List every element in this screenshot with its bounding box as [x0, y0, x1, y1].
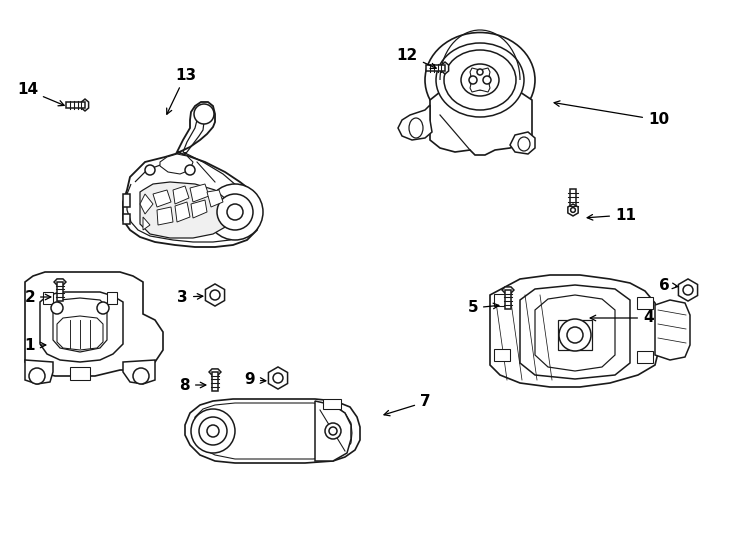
Polygon shape — [66, 103, 85, 107]
Polygon shape — [107, 292, 117, 304]
Text: 13: 13 — [167, 68, 196, 114]
Polygon shape — [54, 279, 66, 285]
Polygon shape — [315, 401, 351, 461]
Circle shape — [477, 69, 483, 75]
Text: 7: 7 — [384, 395, 431, 416]
Polygon shape — [140, 194, 153, 214]
Polygon shape — [185, 399, 360, 463]
Circle shape — [559, 319, 591, 351]
Polygon shape — [502, 287, 514, 293]
Text: 4: 4 — [590, 310, 653, 326]
Polygon shape — [207, 190, 223, 207]
Polygon shape — [57, 316, 103, 350]
Circle shape — [207, 425, 219, 437]
Polygon shape — [637, 351, 653, 363]
Polygon shape — [191, 200, 207, 218]
Polygon shape — [568, 204, 578, 216]
Polygon shape — [153, 190, 171, 207]
Polygon shape — [206, 284, 225, 306]
Polygon shape — [510, 132, 535, 154]
Ellipse shape — [444, 50, 516, 110]
Ellipse shape — [518, 137, 530, 151]
Polygon shape — [494, 294, 510, 306]
Polygon shape — [398, 105, 432, 140]
Circle shape — [325, 423, 341, 439]
Polygon shape — [426, 65, 445, 71]
Polygon shape — [157, 207, 173, 225]
Polygon shape — [441, 62, 448, 74]
Polygon shape — [323, 399, 341, 409]
Polygon shape — [173, 186, 189, 204]
Circle shape — [133, 368, 149, 384]
Polygon shape — [637, 297, 653, 309]
Circle shape — [570, 207, 575, 212]
Polygon shape — [140, 182, 231, 238]
Polygon shape — [160, 154, 193, 174]
Circle shape — [273, 373, 283, 383]
Polygon shape — [506, 290, 511, 309]
Circle shape — [210, 290, 220, 300]
Text: 10: 10 — [554, 101, 669, 127]
Polygon shape — [123, 102, 260, 247]
Text: 1: 1 — [24, 338, 46, 353]
Text: 12: 12 — [397, 48, 436, 69]
Polygon shape — [123, 360, 155, 384]
Text: 14: 14 — [17, 83, 64, 106]
Polygon shape — [57, 282, 62, 301]
Circle shape — [51, 302, 63, 314]
Polygon shape — [430, 88, 532, 155]
Polygon shape — [143, 217, 150, 230]
Ellipse shape — [436, 43, 524, 117]
Circle shape — [97, 302, 109, 314]
Circle shape — [227, 204, 243, 220]
Text: 9: 9 — [244, 373, 266, 388]
Circle shape — [469, 76, 477, 84]
Circle shape — [207, 184, 263, 240]
Ellipse shape — [409, 118, 423, 138]
Polygon shape — [190, 184, 209, 202]
Circle shape — [29, 368, 45, 384]
Text: 11: 11 — [587, 207, 636, 222]
Circle shape — [145, 165, 155, 175]
Circle shape — [217, 194, 253, 230]
Polygon shape — [212, 372, 217, 391]
Polygon shape — [570, 189, 576, 210]
Circle shape — [191, 409, 235, 453]
Polygon shape — [520, 285, 630, 379]
Polygon shape — [175, 202, 190, 222]
Polygon shape — [25, 360, 53, 384]
Polygon shape — [123, 214, 130, 224]
Polygon shape — [678, 279, 697, 301]
Circle shape — [683, 285, 693, 295]
Polygon shape — [490, 275, 660, 387]
Polygon shape — [558, 320, 592, 350]
Polygon shape — [81, 99, 89, 111]
Ellipse shape — [425, 32, 535, 127]
Polygon shape — [209, 369, 221, 375]
Circle shape — [470, 70, 490, 90]
Polygon shape — [25, 272, 163, 376]
Polygon shape — [494, 349, 510, 361]
Ellipse shape — [461, 64, 499, 96]
Polygon shape — [535, 295, 615, 371]
Polygon shape — [43, 292, 53, 304]
Polygon shape — [70, 367, 90, 380]
Polygon shape — [470, 68, 490, 92]
Circle shape — [567, 327, 583, 343]
Text: 8: 8 — [179, 377, 206, 393]
Text: 6: 6 — [659, 278, 678, 293]
Text: 2: 2 — [24, 289, 51, 305]
Text: 5: 5 — [468, 300, 499, 315]
Circle shape — [185, 165, 195, 175]
Polygon shape — [40, 292, 123, 362]
Polygon shape — [269, 367, 288, 389]
Polygon shape — [655, 300, 690, 360]
Polygon shape — [53, 298, 107, 352]
Circle shape — [194, 104, 214, 124]
Circle shape — [199, 417, 227, 445]
Polygon shape — [123, 194, 130, 207]
Circle shape — [483, 76, 491, 84]
Text: 3: 3 — [178, 289, 203, 305]
Circle shape — [329, 427, 337, 435]
